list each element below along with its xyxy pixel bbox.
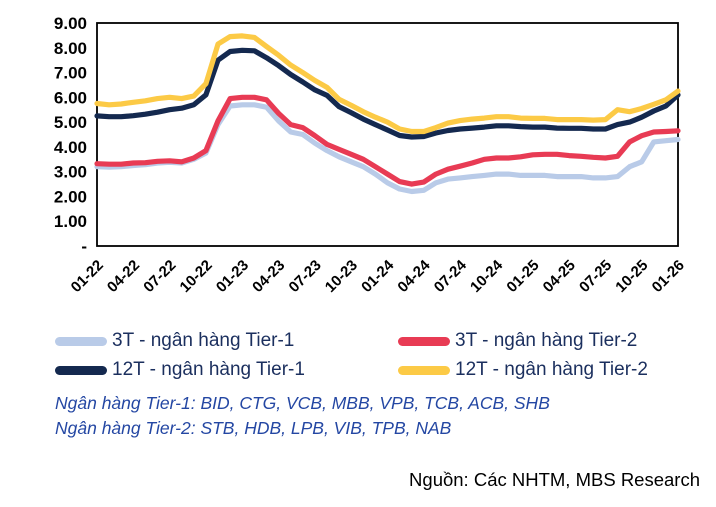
- y-axis-tick-label: 8.00: [54, 39, 87, 58]
- legend-item-3t-tier1: 3T - ngân hàng Tier-1: [55, 330, 398, 352]
- x-axis-tick-label: 01-26: [649, 257, 688, 296]
- y-axis-tick-label: 7.00: [54, 64, 87, 83]
- chart-legend: 3T - ngân hàng Tier-1 3T - ngân hàng Tie…: [55, 330, 685, 381]
- x-axis-tick-label: 10-22: [177, 257, 216, 296]
- y-axis-tick-label: 4.00: [54, 138, 87, 157]
- legend-item-3t-tier2: 3T - ngân hàng Tier-2: [398, 330, 685, 352]
- series-line-3: [94, 33, 681, 135]
- bank-tier-footnotes: Ngân hàng Tier-1: BID, CTG, VCB, MBB, VP…: [55, 391, 550, 441]
- x-axis-tick-label: 07-23: [286, 257, 325, 296]
- x-axis-tick-label: 07-25: [576, 257, 615, 296]
- legend-swatch-navy: [55, 365, 107, 375]
- legend-label: 12T - ngân hàng Tier-2: [455, 359, 648, 380]
- legend-item-12t-tier1: 12T - ngân hàng Tier-1: [55, 359, 398, 381]
- legend-swatch-yellow: [398, 365, 450, 375]
- y-axis-tick-label: 5.00: [54, 113, 87, 132]
- legend-label: 3T - ngân hàng Tier-2: [455, 330, 638, 351]
- legend-swatch-light-blue: [55, 336, 107, 346]
- source-note: Nguồn: Các NHTM, MBS Research: [409, 469, 700, 490]
- x-axis-tick-label: 10-25: [612, 257, 651, 296]
- x-axis-tick-label: 01-25: [503, 257, 542, 296]
- deposit-rate-line-chart: 9.008.007.006.005.004.003.002.001.00-01-…: [54, 14, 688, 296]
- x-axis-tick-label: 04-24: [394, 256, 434, 296]
- x-axis-tick-label: 04-25: [540, 257, 579, 296]
- footnote-tier2-banks: Ngân hàng Tier-2: STB, HDB, LPB, VIB, TP…: [55, 418, 452, 438]
- x-axis-tick-label: 04-22: [104, 257, 143, 296]
- y-axis-tick-label: 9.00: [54, 14, 87, 33]
- x-axis-tick-label: 01-23: [213, 257, 252, 296]
- x-axis-tick-label: 10-23: [322, 257, 361, 296]
- series-line-1: [94, 94, 681, 187]
- legend-label: 12T - ngân hàng Tier-1: [112, 359, 305, 380]
- y-axis-tick-label: -: [81, 237, 87, 256]
- series-line-2: [94, 47, 681, 140]
- x-axis-tick-label: 07-22: [140, 257, 179, 296]
- x-axis-tick-label: 01-24: [358, 256, 398, 296]
- footnote-tier1-banks: Ngân hàng Tier-1: BID, CTG, VCB, MBB, VP…: [55, 393, 550, 413]
- y-axis-tick-label: 3.00: [54, 163, 87, 182]
- y-axis-tick-label: 1.00: [54, 212, 87, 231]
- x-axis-tick-label: 01-22: [68, 257, 107, 296]
- x-axis-tick-label: 04-23: [249, 257, 288, 296]
- y-axis-tick-label: 6.00: [54, 88, 87, 107]
- y-axis-tick-label: 2.00: [54, 187, 87, 206]
- legend-swatch-red: [398, 336, 450, 346]
- legend-item-12t-tier2: 12T - ngân hàng Tier-2: [398, 359, 685, 381]
- x-axis-tick-label: 10-24: [467, 256, 507, 296]
- x-axis-tick-label: 07-24: [431, 256, 471, 296]
- legend-label: 3T - ngân hàng Tier-1: [112, 330, 295, 351]
- plot-border: [96, 22, 679, 247]
